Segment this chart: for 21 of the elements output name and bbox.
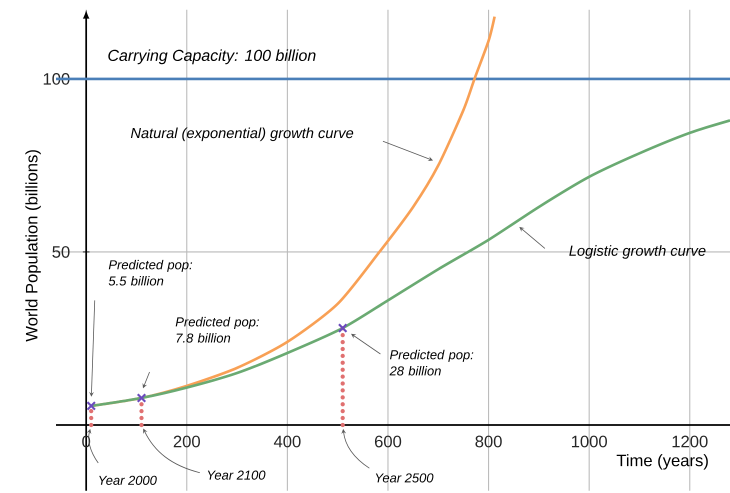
x-axis-title: Time (years): [616, 454, 708, 470]
y-tick-label: 50: [52, 246, 70, 258]
point: [338, 323, 348, 333]
y-axis-title: World Population (billions): [25, 150, 41, 342]
annotation: Predicted pop: 5.5 billion: [108, 260, 192, 286]
point: [86, 401, 96, 411]
annotation: Year 2500: [376, 473, 434, 482]
x-tick-label: 1200: [672, 436, 708, 448]
annotation: Predicted pop: 28 billion: [389, 350, 474, 376]
annotation: Year 2000: [99, 476, 157, 485]
x-tick-label: 800: [475, 436, 502, 448]
ref-line-label: Carrying Capacity: 100 billion: [108, 49, 316, 64]
annotation: Year 2100: [208, 470, 266, 480]
x-tick-label: 600: [374, 436, 402, 448]
annotation: Predicted pop: 7.8 billion: [176, 316, 259, 343]
x-tick-label: 1000: [572, 436, 607, 448]
x-tick-label: 400: [274, 436, 301, 448]
annotation: Natural (exponential) growth curve: [130, 127, 354, 142]
annotation: Logistic growth curve: [569, 245, 706, 259]
point: [136, 393, 146, 403]
x-tick-label: 200: [174, 436, 200, 448]
